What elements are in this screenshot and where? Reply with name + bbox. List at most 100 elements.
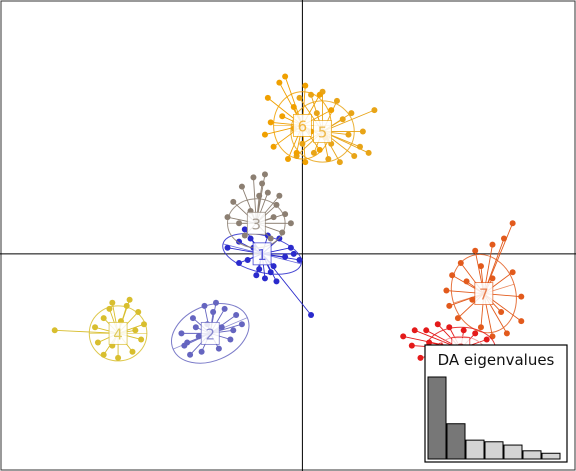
data-point	[302, 159, 309, 166]
data-point	[287, 220, 294, 227]
data-point	[472, 247, 479, 254]
data-point	[181, 342, 188, 349]
data-point	[100, 351, 107, 358]
data-point	[443, 287, 450, 294]
data-point	[287, 244, 294, 251]
data-point	[426, 339, 433, 346]
cluster-label-text: 3	[252, 215, 262, 233]
data-point	[489, 241, 496, 248]
data-point	[270, 143, 277, 150]
data-point	[498, 308, 505, 315]
data-point	[132, 327, 139, 334]
data-point	[457, 260, 464, 267]
data-point	[460, 327, 467, 334]
data-point	[308, 312, 315, 319]
star-segment	[483, 223, 514, 294]
cluster-label-5: 5	[313, 120, 332, 143]
eigenvalue-bar	[446, 423, 466, 460]
data-point	[518, 293, 525, 300]
data-point	[218, 324, 225, 331]
cluster-label-text: 7	[479, 286, 489, 304]
data-point	[259, 180, 266, 187]
data-point	[178, 330, 185, 337]
data-point	[250, 174, 257, 181]
cluster-label-text: 1	[257, 246, 267, 264]
data-point	[325, 156, 332, 163]
cluster-label-text: 4	[113, 325, 123, 343]
eigenvalue-bar	[541, 452, 561, 460]
eigenvalue-inset: DA eigenvalues	[424, 344, 568, 463]
data-point	[279, 113, 286, 120]
data-point	[316, 146, 323, 153]
data-point	[411, 327, 418, 334]
data-point	[241, 226, 248, 233]
cluster-label-text: 5	[318, 124, 328, 142]
cluster-label-6: 6	[292, 113, 312, 137]
label-box	[246, 211, 266, 235]
data-point	[339, 116, 346, 123]
data-point	[261, 131, 268, 138]
data-point	[282, 253, 289, 260]
data-point	[270, 263, 277, 270]
cluster-label-1: 1	[252, 242, 272, 266]
data-point	[296, 256, 303, 263]
data-point	[357, 143, 363, 150]
data-point	[336, 159, 343, 166]
data-point	[261, 171, 268, 178]
eigenvalue-bar	[522, 450, 542, 460]
label-box	[252, 242, 272, 266]
data-point	[351, 152, 358, 159]
data-point	[276, 192, 283, 199]
data-point	[92, 324, 99, 331]
label-box	[474, 282, 494, 306]
data-point	[446, 324, 453, 331]
data-point	[198, 348, 205, 355]
data-point	[270, 214, 277, 221]
data-point	[446, 302, 453, 309]
cluster-label-4: 4	[108, 321, 128, 345]
data-point	[285, 156, 291, 163]
label-box	[200, 321, 220, 345]
data-point	[123, 302, 130, 309]
data-point	[489, 275, 496, 282]
data-point	[273, 201, 280, 208]
data-point	[472, 330, 479, 337]
data-point	[489, 333, 496, 340]
data-point	[276, 79, 283, 86]
data-point	[463, 278, 470, 285]
data-point	[501, 235, 507, 242]
data-point	[333, 97, 340, 104]
data-point	[302, 82, 309, 89]
data-point	[509, 269, 516, 276]
data-point	[109, 299, 116, 306]
data-point	[195, 333, 202, 340]
data-point	[126, 296, 133, 303]
data-point	[282, 211, 289, 218]
eigenvalue-bar	[427, 376, 447, 460]
data-point	[100, 315, 107, 322]
star-segment	[54, 329, 119, 334]
data-point	[253, 272, 260, 279]
label-box	[292, 113, 312, 137]
data-point	[359, 128, 366, 135]
inset-title: DA eigenvalues	[438, 351, 555, 369]
data-point	[423, 327, 430, 334]
cluster-label-text: 2	[205, 325, 215, 343]
data-point	[236, 220, 243, 227]
cluster-label-3: 3	[246, 211, 266, 235]
cluster-label-7: 7	[474, 282, 494, 306]
data-point	[215, 345, 222, 352]
data-point	[236, 238, 243, 245]
data-point	[434, 321, 441, 328]
data-point	[279, 229, 286, 236]
data-point	[201, 302, 208, 309]
data-point	[238, 321, 245, 328]
data-point	[236, 260, 243, 267]
data-point	[141, 321, 147, 328]
data-point	[290, 104, 297, 111]
data-point	[115, 354, 122, 361]
data-point	[221, 305, 228, 312]
data-point	[273, 278, 280, 285]
label-box	[313, 120, 332, 143]
